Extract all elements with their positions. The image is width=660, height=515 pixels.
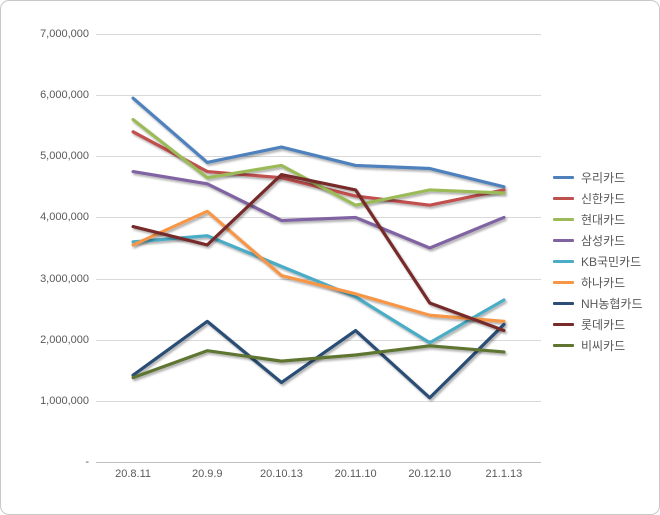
y-tick-label: 1,000,000 [40, 394, 89, 407]
legend-label: 롯데카드 [581, 318, 626, 332]
y-tick-label: 4,000,000 [40, 211, 89, 224]
gridline [96, 95, 541, 97]
series-line-KB국민카드 [131, 234, 506, 345]
legend-swatch-icon [553, 281, 574, 284]
x-axis-line [96, 462, 541, 463]
series-line-비씨카드 [131, 344, 506, 380]
legend-item: 신한카드 [553, 188, 657, 209]
legend-label: NH농협카드 [581, 297, 643, 311]
legend-label: 현대카드 [581, 213, 626, 227]
legend-swatch-icon [553, 239, 574, 242]
x-tick-label: 21.1.13 [485, 468, 523, 480]
y-tick-label: 3,000,000 [40, 272, 89, 285]
gridline [96, 400, 541, 402]
x-tick-label: 20.12.10 [408, 468, 452, 480]
legend-item: KB국민카드 [553, 251, 657, 272]
x-tick-label: 20.11.10 [334, 468, 377, 480]
gridline [96, 339, 541, 341]
legend-item: 하나카드 [553, 272, 657, 293]
legend-label: 우리카드 [581, 171, 626, 185]
legend-swatch-icon [553, 260, 574, 263]
legend-label: 비씨카드 [581, 339, 626, 353]
series-line-현대카드 [131, 117, 506, 207]
series-line-삼성카드 [131, 169, 506, 250]
series-line-하나카드 [131, 209, 506, 323]
x-tick-label: 20.10.13 [259, 468, 303, 480]
y-tick-label: 2,000,000 [40, 333, 89, 346]
legend-swatch-icon [553, 218, 574, 221]
gridline [96, 34, 541, 35]
legend-item: 롯데카드 [553, 314, 657, 335]
series-line-롯데카드 [131, 173, 506, 333]
legend-swatch-icon [553, 176, 574, 179]
legend-item: NH농협카드 [553, 293, 657, 314]
series-lines [131, 96, 506, 400]
legend-label: 하나카드 [581, 276, 626, 290]
y-tick-label: 6,000,000 [40, 89, 89, 102]
y-tick-label: 7,000,000 [40, 28, 89, 40]
legend-item: 우리카드 [553, 167, 657, 188]
legend-item: 현대카드 [553, 209, 657, 230]
y-tick-label: - [85, 456, 89, 468]
legend-swatch-icon [553, 302, 574, 305]
legend-label: 삼성카드 [581, 234, 626, 248]
gridline [96, 278, 541, 280]
x-axis-labels: 20.8.11 20.9.9 20.10.13 20.11.10 20.12.10 21.… [96, 468, 541, 488]
legend-swatch-icon [553, 197, 574, 200]
series-line-신한카드 [131, 130, 506, 207]
legend-label: KB국민카드 [581, 255, 642, 269]
legend-item: 삼성카드 [553, 230, 657, 251]
y-tick-label: 5,000,000 [40, 150, 89, 163]
series-line-우리카드 [131, 96, 506, 189]
legend-label: 신한카드 [581, 192, 626, 206]
y-axis-labels: 7,000,000 6,000,000 5,000,000 4,000,000 3,00… [1, 1, 89, 514]
x-tick-label: 20.8.11 [115, 468, 152, 480]
legend-swatch-icon [553, 323, 574, 326]
x-tick-label: 20.9.9 [191, 468, 223, 480]
legend-item: 비씨카드 [553, 335, 657, 356]
plot-area [96, 34, 541, 463]
legend-swatch-icon [553, 344, 574, 347]
